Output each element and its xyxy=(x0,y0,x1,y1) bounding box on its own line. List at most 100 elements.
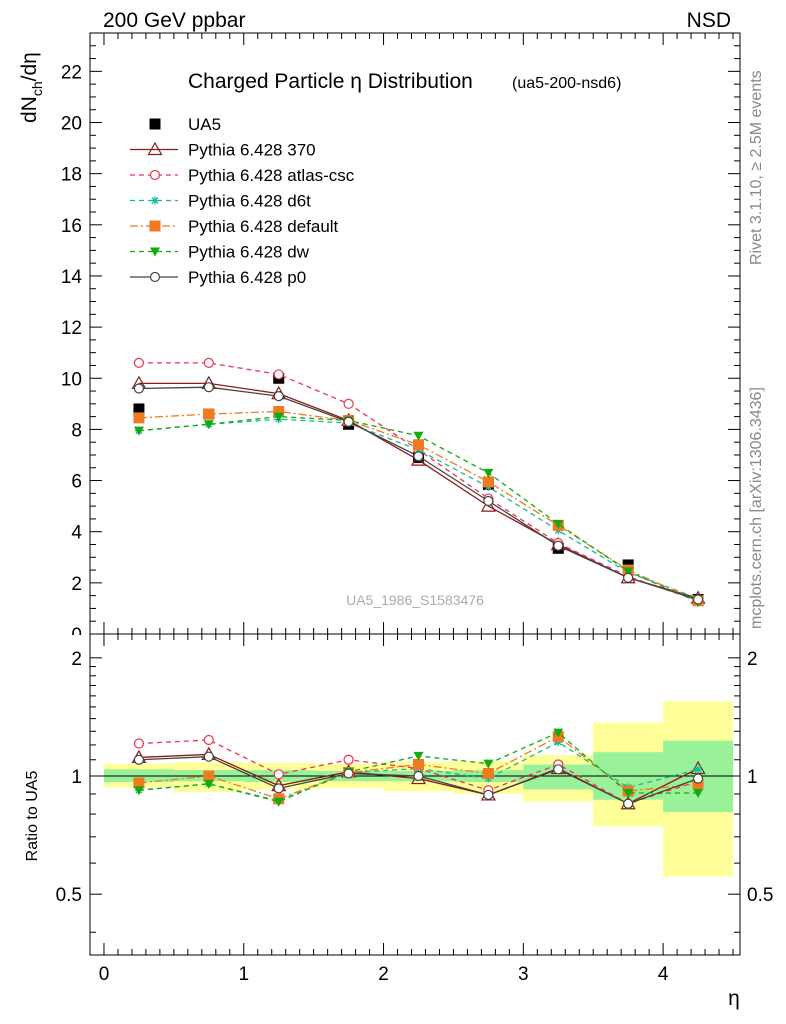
ratio-point-pythia-6-428-p0 xyxy=(133,754,145,765)
ratio-point-pythia-6-428-atlas-csc xyxy=(273,769,284,780)
x-tick-label: 4 xyxy=(658,964,669,985)
ratio-point-pythia-6-428-p0 xyxy=(692,773,704,784)
chart-subtitle: (ua5-200-nsd6) xyxy=(512,75,621,92)
main-point-pythia-6-428-p0 xyxy=(483,495,494,507)
ratio-point-pythia-6-428-default xyxy=(692,778,704,790)
y-tick-label: 18 xyxy=(61,165,82,186)
x-axis-label: η xyxy=(728,987,740,1010)
ratio-point-pythia-6-428-dw xyxy=(553,728,564,738)
ratio-point-pythia-6-428-atlas-csc xyxy=(133,738,145,749)
main-point-pythia-6-428-dw xyxy=(203,420,214,430)
ratio-point-pythia-6-428-p0 xyxy=(273,783,284,794)
ratio-tick-label-left: 0.5 xyxy=(56,885,82,906)
main-point-ua5 xyxy=(133,403,145,415)
header-left-label: 200 GeV ppbar xyxy=(103,9,245,32)
ratio-y-axis-label: Ratio to UA5 xyxy=(24,771,41,862)
ratio-point-pythia-6-428-default xyxy=(133,777,145,789)
main-point-pythia-6-428-atlas-csc xyxy=(273,369,284,380)
analysis-watermark: UA5_1986_S1583476 xyxy=(346,592,484,608)
main-point-pythia-6-428-default xyxy=(273,406,285,418)
legend-marker-pythia-6-428-d6t xyxy=(151,196,159,205)
legend-label-pythia-6-428-default: Pythia 6.428 default xyxy=(188,217,339,236)
side-rivet-label: Rivet 3.1.10, ≥ 2.5M events xyxy=(748,70,765,265)
ratio-point-pythia-6-428-dw xyxy=(413,751,424,761)
ratio-tick-label-right: 0.5 xyxy=(747,885,773,906)
legend-marker-pythia-6-428-atlas-csc xyxy=(149,169,161,181)
ratio-point-pythia-6-428-p0 xyxy=(483,789,494,801)
ratio-tick-label-left: 1 xyxy=(71,767,82,788)
ratio-point-pythia-6-428-default xyxy=(203,770,215,782)
main-point-pythia-6-428-p0 xyxy=(623,572,634,583)
ratio-tick-label-right: 1 xyxy=(747,767,758,788)
chart-title: Charged Particle η Distribution xyxy=(188,70,473,93)
ratio-point-pythia-6-428-atlas-csc xyxy=(203,734,214,746)
label-clip-mask xyxy=(50,635,89,651)
legend-label-pythia-6-428-p0: Pythia 6.428 p0 xyxy=(188,268,306,287)
ratio-point-pythia-6-428-dw xyxy=(273,797,284,807)
legend-marker-ua5 xyxy=(149,118,161,130)
x-tick-label: 1 xyxy=(238,964,249,985)
main-point-pythia-6-428-p0 xyxy=(692,594,704,605)
main-point-pythia-6-428-dw xyxy=(133,426,144,436)
y-tick-label: 2 xyxy=(71,574,82,595)
legend-marker-pythia-6-428-p0 xyxy=(149,271,161,283)
main-point-pythia-6-428-p0 xyxy=(203,382,214,393)
ratio-point-pythia-6-428-dw xyxy=(203,779,214,789)
main-point-pythia-6-428-p0 xyxy=(343,416,354,427)
main-point-pythia-6-428-atlas-csc xyxy=(343,398,354,409)
ratio-point-pythia-6-428-d6t xyxy=(694,765,703,774)
y-tick-label: 12 xyxy=(61,318,82,339)
legend-label-ua5: UA5 xyxy=(188,115,221,134)
ratio-point-pythia-6-428-default xyxy=(482,767,494,779)
x-tick-label: 3 xyxy=(518,964,529,985)
main-point-pythia-6-428-p0 xyxy=(133,383,145,394)
legend-label-pythia-6-428-atlas-csc: Pythia 6.428 atlas-csc xyxy=(188,166,355,185)
main-point-pythia-6-428-dw xyxy=(273,412,284,422)
ratio-point-pythia-6-428-default xyxy=(412,758,424,770)
ratio-point-pythia-6-428-p0 xyxy=(343,768,354,779)
main-point-pythia-6-428-dw xyxy=(413,431,424,441)
main-point-pythia-6-428-default xyxy=(133,412,145,424)
main-series-line-pythia-6-428-d6t xyxy=(138,418,699,599)
y-tick-label: 22 xyxy=(61,62,82,83)
ratio-point-pythia-6-428-p0 xyxy=(203,751,214,762)
main-y-axis-label: dNch/dη xyxy=(18,52,45,123)
main-point-pythia-6-428-p0 xyxy=(273,391,284,402)
y-tick-label: 16 xyxy=(61,216,82,237)
main-point-pythia-6-428-default xyxy=(482,476,494,488)
main-series-line-pythia-6-428-370 xyxy=(138,382,699,599)
legend-label-pythia-6-428-dw: Pythia 6.428 dw xyxy=(188,243,310,262)
ratio-tick-label-right: 2 xyxy=(747,649,758,670)
y-tick-label: 10 xyxy=(61,369,82,390)
legend-marker-pythia-6-428-default xyxy=(149,220,161,232)
x-tick-label: 0 xyxy=(99,964,110,985)
legend-marker-pythia-6-428-370 xyxy=(147,141,163,156)
legend-label-pythia-6-428-370: Pythia 6.428 370 xyxy=(188,141,316,160)
header-right-label: NSD xyxy=(687,9,731,32)
y-tick-label: 4 xyxy=(71,523,82,544)
ratio-point-pythia-6-428-atlas-csc xyxy=(343,754,354,765)
main-point-pythia-6-428-atlas-csc xyxy=(133,357,145,369)
y-tick-label: 20 xyxy=(61,114,82,135)
ratio-point-pythia-6-428-dw xyxy=(483,759,494,769)
ratio-tick-label-left: 2 xyxy=(71,649,82,670)
main-point-pythia-6-428-370 xyxy=(480,498,496,512)
ratio-point-pythia-6-428-p0 xyxy=(553,764,564,775)
ratio-point-pythia-6-428-dw xyxy=(133,786,144,796)
legend-label-pythia-6-428-d6t: Pythia 6.428 d6t xyxy=(188,192,311,211)
main-series-line-pythia-6-428-p0 xyxy=(138,386,699,601)
ratio-plot-frame xyxy=(89,633,741,956)
main-point-pythia-6-428-dw xyxy=(553,520,564,530)
ratio-point-pythia-6-428-p0 xyxy=(623,798,634,809)
main-point-pythia-6-428-dw xyxy=(623,567,634,577)
y-tick-label: 6 xyxy=(71,472,82,493)
main-series-line-pythia-6-428-atlas-csc xyxy=(138,362,699,602)
main-point-pythia-6-428-default xyxy=(203,408,215,420)
ratio-point-pythia-6-428-dw xyxy=(623,789,634,799)
main-point-pythia-6-428-atlas-csc xyxy=(203,357,214,369)
ratio-point-pythia-6-428-dw xyxy=(693,789,704,799)
main-point-pythia-6-428-dw xyxy=(483,468,494,478)
side-mcplots-label: mcplots.cern.ch [arXiv:1306.3436] xyxy=(748,387,765,629)
ratio-point-pythia-6-428-p0 xyxy=(413,770,424,782)
